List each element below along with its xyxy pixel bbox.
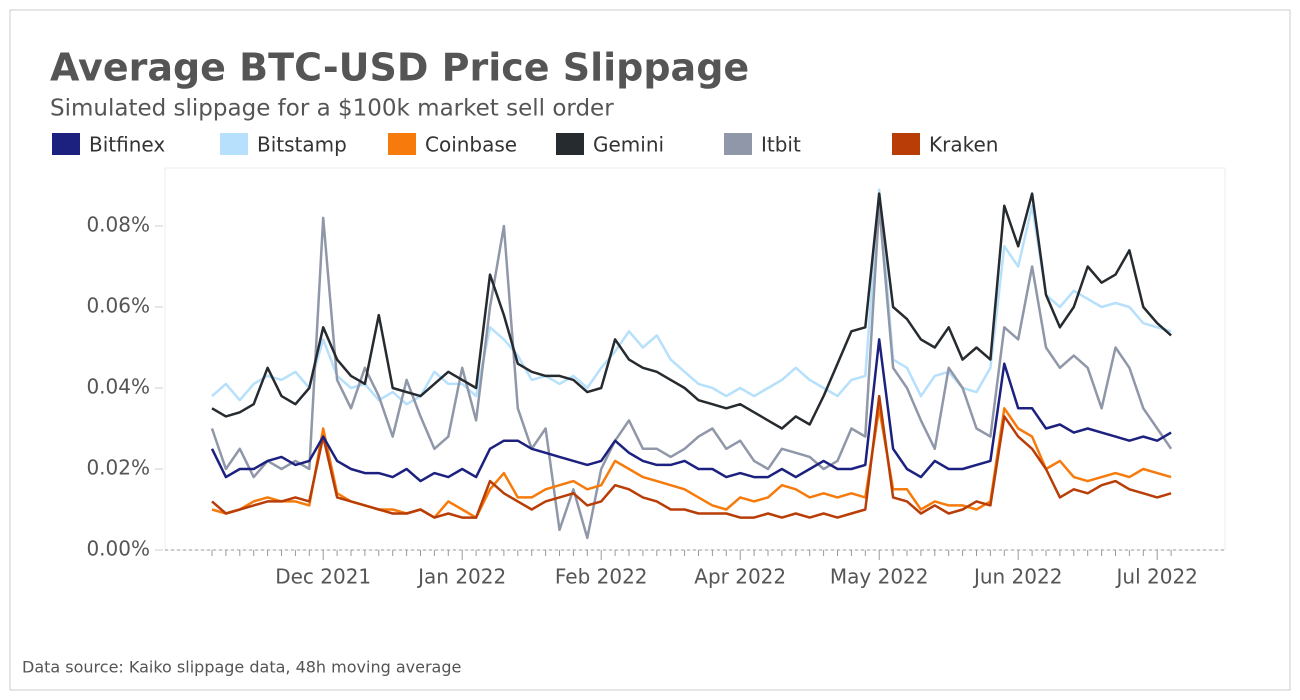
chart-title: Average BTC-USD Price Slippage (50, 46, 749, 90)
legend-swatch (388, 133, 416, 155)
x-tick-label: Jul 2022 (1115, 565, 1198, 589)
legend-label: Bitstamp (257, 133, 347, 157)
x-tick-label: Feb 2022 (555, 565, 648, 589)
legend-swatch (556, 133, 584, 155)
chart-subtitle: Simulated slippage for a $100k market se… (50, 96, 614, 122)
series-line (211, 188, 1172, 406)
plot (210, 188, 1173, 540)
series-line (211, 394, 1172, 519)
legend-swatch (52, 133, 80, 155)
x-tick-label: Jan 2022 (416, 565, 506, 589)
legend: Bitfinex Bitstamp Coinbase Gemini Itbit Krake… (52, 133, 998, 157)
legend-swatch (892, 133, 920, 155)
y-tick-label: 0.00% (86, 537, 150, 561)
y-tick-label: 0.06% (86, 294, 150, 318)
legend-label: Bitfinex (89, 133, 165, 157)
legend-label: Kraken (929, 133, 998, 157)
x-tick-label: Apr 2022 (694, 565, 786, 589)
x-tick-label: May 2022 (830, 565, 929, 589)
legend-label: Gemini (593, 133, 664, 157)
legend-swatch (220, 133, 248, 155)
series-line (210, 204, 1173, 540)
x-tick-label: Jun 2022 (972, 565, 1063, 589)
y-tick-label: 0.04% (86, 375, 150, 399)
legend-label: Itbit (761, 133, 801, 157)
y-tick-label: 0.02% (86, 456, 150, 480)
plot-area (164, 167, 1226, 551)
legend-label: Coinbase (425, 133, 517, 157)
source-note: Data source: Kaiko slippage data, 48h mo… (22, 658, 461, 677)
series-line (211, 192, 1172, 430)
x-tick-label: Dec 2021 (275, 565, 371, 589)
y-tick-label: 0.08% (86, 213, 150, 237)
legend-swatch (724, 133, 752, 155)
series-line (210, 338, 1172, 483)
